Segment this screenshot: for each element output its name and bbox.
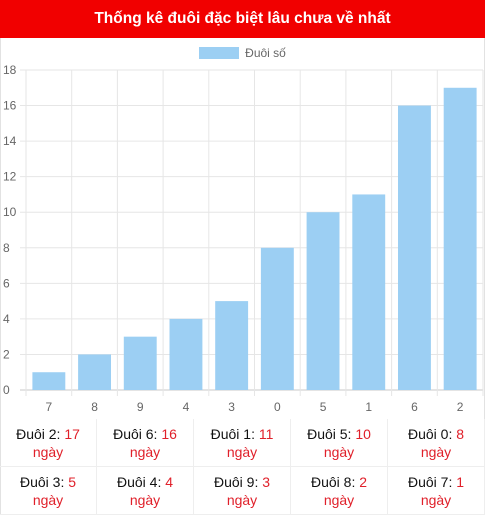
stat-cell: Đuôi 1: 11 ngày	[194, 419, 291, 467]
bar[interactable]	[169, 318, 203, 390]
x-tick-label: 8	[91, 400, 98, 414]
stat-unit: ngày	[323, 491, 355, 508]
y-tick-label: 6	[3, 276, 10, 290]
bars-layer	[32, 87, 477, 391]
stat-label: Đuôi 8:	[310, 473, 356, 490]
stat-cell: Đuôi 5: 10 ngày	[291, 419, 388, 467]
stat-value: 5	[68, 473, 77, 490]
x-tick-label: 7	[46, 400, 53, 414]
stat-cell: Đuôi 9: 3 ngày	[194, 467, 291, 515]
y-tick-label: 18	[3, 63, 17, 77]
stats-grid: Đuôi 2: 17 ngày Đuôi 6: 16 ngày Đuôi 1: …	[0, 419, 485, 515]
bar[interactable]	[32, 372, 66, 390]
bar[interactable]	[443, 87, 477, 391]
x-tick-label: 9	[137, 400, 144, 414]
stat-cell: Đuôi 0: 8 ngày	[388, 419, 485, 467]
stat-unit: ngày	[420, 443, 452, 460]
x-axis-ticks: 7 8 9 4 3 0 5 1 6 2	[46, 400, 464, 414]
stat-label: Đuôi 3:	[19, 473, 65, 490]
x-tick-label: 4	[183, 400, 190, 414]
x-tick-label: 2	[457, 400, 464, 414]
legend-swatch	[199, 47, 240, 59]
stat-unit: ngày	[129, 491, 161, 508]
bar[interactable]	[352, 194, 386, 390]
x-tick-label: 3	[228, 400, 235, 414]
stat-cell: Đuôi 2: 17 ngày	[0, 419, 97, 467]
stat-label: Đuôi 1:	[210, 425, 255, 442]
bar[interactable]	[397, 105, 431, 391]
y-tick-label: 4	[3, 312, 10, 326]
stat-label: Đuôi 2:	[16, 425, 61, 442]
stat-value: 11	[258, 425, 274, 442]
stat-cell: Đuôi 4: 4 ngày	[97, 467, 194, 515]
y-tick-label: 8	[3, 241, 10, 255]
stat-unit: ngày	[129, 443, 161, 460]
y-tick-label: 16	[3, 99, 17, 113]
chart-header: Thống kê đuôi đặc biệt lâu chưa về nhất	[0, 0, 485, 38]
bar[interactable]	[215, 301, 249, 390]
x-tick-label: 6	[411, 400, 418, 414]
bar[interactable]	[260, 247, 294, 390]
stat-value: 17	[64, 425, 80, 442]
stat-unit: ngày	[323, 443, 355, 460]
stat-value: 1	[456, 473, 465, 490]
stat-value: 2	[359, 473, 368, 490]
y-tick-label: 10	[3, 205, 17, 219]
stat-unit: ngày	[32, 491, 64, 508]
stat-cell: Đuôi 6: 16 ngày	[97, 419, 194, 467]
bar[interactable]	[78, 354, 112, 390]
stat-label: Đuôi 9:	[213, 473, 259, 490]
y-axis-ticks: 0 2 4 6 8 10 12 14 16 18	[3, 63, 17, 397]
y-tick-label: 2	[3, 347, 10, 361]
stat-label: Đuôi 0:	[407, 425, 453, 442]
stat-label: Đuôi 5:	[307, 425, 352, 442]
stat-unit: ngày	[32, 443, 64, 460]
stat-cell: Đuôi 3: 5 ngày	[0, 467, 97, 515]
x-tick-label: 5	[320, 400, 327, 414]
stat-value: 4	[165, 473, 174, 490]
x-tick-label: 1	[365, 400, 372, 414]
stat-unit: ngày	[226, 491, 258, 508]
stat-value: 8	[456, 425, 465, 442]
stat-value: 10	[355, 425, 371, 442]
y-tick-label: 14	[3, 134, 17, 148]
chart-legend[interactable]: Đuôi số	[0, 44, 485, 62]
stat-cell: Đuôi 8: 2 ngày	[291, 467, 388, 515]
bar[interactable]	[306, 212, 340, 390]
x-tick-label: 0	[274, 400, 281, 414]
y-tick-label: 0	[3, 383, 10, 397]
y-tick-label: 12	[3, 170, 17, 184]
legend-label: Đuôi số	[245, 46, 286, 60]
stat-unit: ngày	[226, 443, 258, 460]
stat-value: 16	[161, 425, 177, 442]
stat-label: Đuôi 4:	[116, 473, 162, 490]
chart-title: Thống kê đuôi đặc biệt lâu chưa về nhất	[94, 10, 391, 27]
bar[interactable]	[123, 336, 157, 390]
stat-value: 3	[262, 473, 271, 490]
stat-cell: Đuôi 7: 1 ngày	[388, 467, 485, 515]
stat-label: Đuôi 7:	[407, 473, 453, 490]
stat-unit: ngày	[420, 491, 452, 508]
stat-label: Đuôi 6:	[113, 425, 158, 442]
